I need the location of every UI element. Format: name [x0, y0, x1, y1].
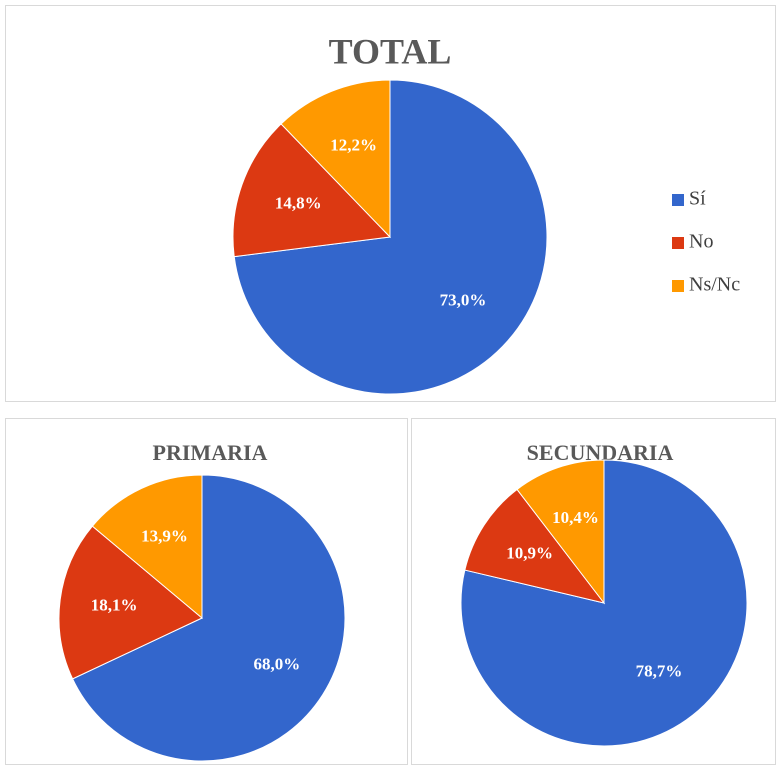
- data-label: 10,9%: [506, 544, 553, 563]
- data-label: 12,2%: [330, 136, 377, 155]
- data-label: 78,7%: [636, 661, 683, 680]
- data-label: 18,1%: [91, 596, 138, 615]
- data-label: 68,0%: [253, 654, 300, 673]
- legend-label: Ns/Nc: [689, 274, 740, 296]
- pie-slice: [232, 123, 392, 258]
- legend-swatch: [672, 194, 684, 206]
- pie-slice: [91, 474, 203, 620]
- legend-label: Sí: [689, 188, 706, 210]
- data-label: 73,0%: [440, 290, 487, 309]
- chart-title: TOTAL: [329, 31, 452, 71]
- panel: [5, 5, 776, 402]
- data-label: 14,8%: [275, 194, 322, 213]
- pie-slice: [464, 488, 606, 604]
- data-label: 10,4%: [552, 508, 599, 527]
- legend-label: No: [689, 231, 713, 253]
- pie-slice: [516, 459, 605, 605]
- pie-slice: [58, 525, 203, 680]
- data-label: 13,9%: [141, 527, 188, 546]
- legend-swatch: [672, 237, 684, 249]
- chart-title: PRIMARIA: [153, 440, 268, 465]
- pie-slice: [71, 474, 346, 762]
- legend-swatch: [672, 280, 684, 292]
- pie-slice: [280, 79, 391, 239]
